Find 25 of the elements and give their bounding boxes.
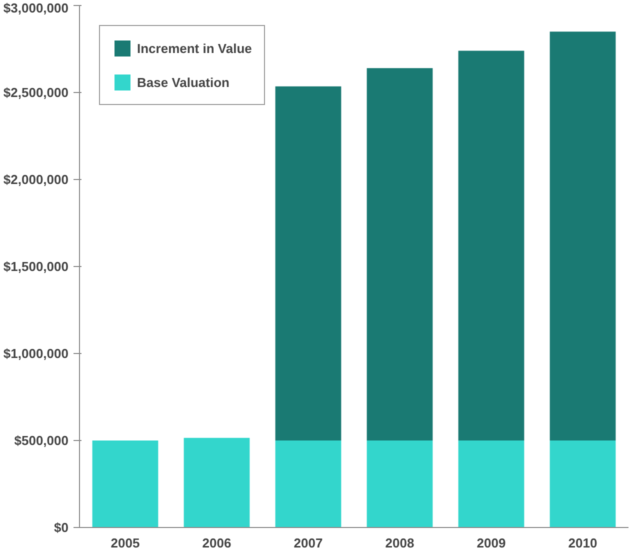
bar [366, 440, 433, 528]
bar [458, 50, 524, 440]
y-tick-label: $500,000 [14, 433, 69, 448]
y-tick-label: $2,500,000 [3, 85, 69, 100]
legend-label: Increment in Value [137, 40, 252, 56]
bar [550, 440, 616, 528]
bar [275, 440, 342, 528]
x-tick-label: 2005 [110, 536, 140, 550]
x-tick-label: 2006 [202, 536, 232, 550]
legend-label: Base Valuation [137, 74, 230, 90]
y-tick-label: $1,500,000 [3, 259, 69, 274]
x-tick-label: 2010 [568, 536, 598, 550]
bar [275, 86, 342, 440]
bar [366, 68, 433, 440]
bar [92, 440, 158, 528]
x-tick-label: 2007 [294, 536, 323, 550]
bar [550, 32, 616, 440]
x-tick-label: 2008 [385, 536, 414, 550]
y-tick-label: $1,000,000 [3, 346, 69, 361]
y-tick-label: $2,000,000 [3, 172, 69, 187]
y-tick-label: $3,000,000 [3, 0, 69, 16]
bar [458, 440, 524, 528]
x-tick-label: 2009 [476, 536, 506, 550]
bar [184, 438, 250, 528]
y-tick-label: $0 [54, 520, 69, 535]
